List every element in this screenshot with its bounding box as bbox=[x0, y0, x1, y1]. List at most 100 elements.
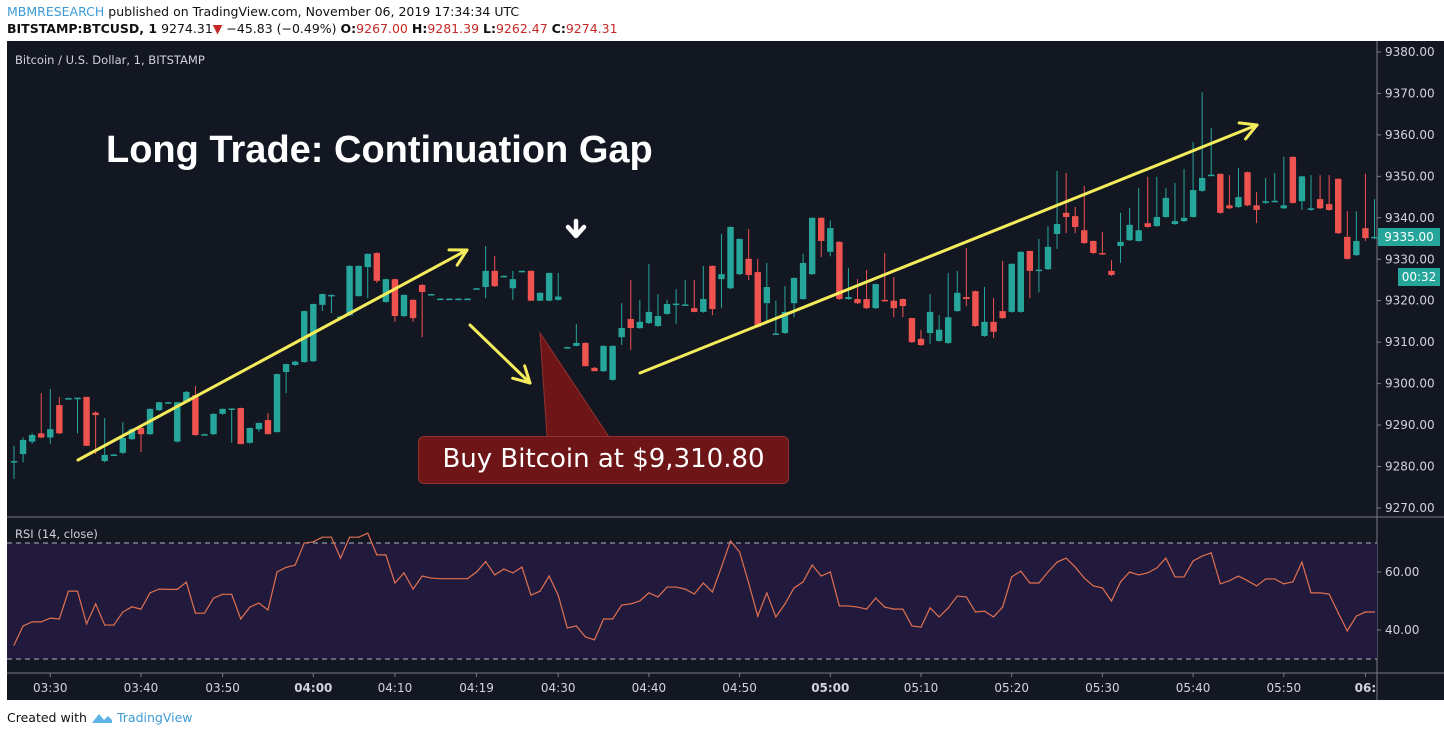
candle-body bbox=[926, 311, 934, 334]
tradingview-logo-icon bbox=[91, 714, 112, 723]
price-tick-label: 9270.00 bbox=[1385, 501, 1435, 515]
candle bbox=[1135, 187, 1142, 242]
candle-body bbox=[518, 270, 526, 273]
rsi-point bbox=[584, 636, 587, 638]
candle-body bbox=[672, 303, 680, 306]
rsi-point bbox=[203, 612, 206, 614]
candle-body bbox=[1198, 178, 1206, 191]
rsi-point bbox=[412, 588, 414, 590]
candle-body bbox=[545, 272, 553, 301]
rsi-point bbox=[1246, 580, 1249, 582]
candle-body bbox=[455, 298, 462, 301]
candle-body bbox=[137, 427, 145, 435]
candle bbox=[1035, 238, 1043, 293]
rsi-point bbox=[58, 618, 60, 620]
rsi-point bbox=[847, 605, 850, 607]
candle bbox=[428, 293, 435, 296]
rsi-point bbox=[802, 581, 804, 583]
candle-body bbox=[627, 318, 634, 329]
rsi-point bbox=[1038, 582, 1040, 584]
pullback-arrow-down bbox=[468, 323, 532, 385]
candle bbox=[945, 272, 952, 344]
trend-arrow-up-1-head bbox=[455, 248, 469, 267]
candle bbox=[672, 289, 680, 324]
candle-body bbox=[382, 279, 390, 302]
price-tick-label: 9380.00 bbox=[1385, 45, 1435, 59]
candle-body bbox=[799, 262, 807, 300]
rsi-point bbox=[539, 590, 541, 592]
price-tick-label: 9360.00 bbox=[1385, 128, 1435, 142]
rsi-point bbox=[339, 557, 342, 559]
rsi-point bbox=[149, 592, 151, 594]
rsi-point bbox=[784, 603, 786, 605]
candle bbox=[899, 298, 907, 318]
candle bbox=[1307, 175, 1315, 211]
candle bbox=[591, 367, 598, 372]
candle bbox=[455, 298, 462, 301]
tradingview-link[interactable]: TradingView bbox=[116, 710, 193, 725]
candle bbox=[400, 294, 408, 318]
candle bbox=[1217, 173, 1224, 214]
candle-body bbox=[1081, 230, 1088, 244]
candle bbox=[47, 388, 54, 444]
candle-body bbox=[818, 217, 825, 242]
rsi-point bbox=[494, 574, 496, 576]
rsi-point bbox=[720, 566, 723, 568]
candle-body bbox=[881, 299, 888, 302]
rsi-point bbox=[693, 593, 695, 595]
candle bbox=[1180, 168, 1188, 222]
candle bbox=[1262, 178, 1269, 204]
publisher-link[interactable]: MBMRESEARCH bbox=[7, 4, 105, 19]
candle bbox=[1053, 170, 1061, 249]
time-tick-label: 04:30 bbox=[541, 681, 576, 695]
candle bbox=[1108, 260, 1115, 276]
candle-body bbox=[718, 274, 725, 280]
rsi-point bbox=[394, 582, 396, 584]
candle-body bbox=[1344, 236, 1351, 259]
rsi-point bbox=[240, 618, 242, 620]
candle-body bbox=[373, 253, 380, 281]
candle-body bbox=[409, 299, 417, 319]
rsi-point bbox=[865, 608, 868, 610]
rsi-points bbox=[13, 532, 1376, 646]
candle bbox=[963, 248, 970, 307]
annotation-title: Long Trade: Continuation Gap bbox=[106, 129, 653, 171]
candle-body bbox=[1035, 269, 1043, 272]
candle bbox=[691, 279, 698, 313]
candle-body bbox=[954, 292, 961, 312]
rsi-point bbox=[965, 596, 967, 598]
candle bbox=[137, 427, 145, 452]
chart-svg[interactable]: 9270.00 9280.00 9290.00 9300.00 9310.00 9320.… bbox=[7, 41, 1444, 700]
candle-body bbox=[491, 270, 498, 287]
candle bbox=[727, 226, 734, 290]
rsi-point bbox=[1192, 560, 1194, 562]
close-value: 9274.31 bbox=[565, 21, 618, 36]
candle bbox=[1253, 192, 1260, 224]
rsi-point bbox=[748, 582, 750, 584]
candle-body bbox=[981, 321, 988, 336]
candle bbox=[28, 433, 36, 444]
candle-body bbox=[754, 272, 761, 327]
rsi-point bbox=[185, 581, 187, 583]
candle bbox=[863, 270, 870, 309]
time-tick-label: 05:00 bbox=[811, 681, 849, 695]
symbol: BITSTAMP:BTCUSD, 1 bbox=[7, 21, 158, 36]
rsi-point bbox=[303, 542, 305, 544]
rsi-point bbox=[448, 578, 450, 580]
rsi-point bbox=[1310, 592, 1312, 594]
rsi-point bbox=[122, 611, 124, 613]
candle bbox=[799, 253, 807, 300]
candle-body bbox=[781, 311, 789, 334]
candle-body bbox=[346, 265, 353, 316]
candle bbox=[282, 363, 290, 394]
candle-body bbox=[663, 304, 671, 314]
rsi-point bbox=[212, 597, 215, 599]
chart-panel[interactable]: 9270.00 9280.00 9290.00 9300.00 9310.00 9320.… bbox=[7, 41, 1444, 700]
candle-body bbox=[92, 412, 99, 416]
bar-countdown: 00:32 bbox=[1398, 268, 1440, 286]
candle-body bbox=[600, 345, 607, 372]
candle bbox=[582, 342, 589, 367]
candle bbox=[555, 272, 562, 301]
rsi-point bbox=[739, 551, 741, 553]
price-tick-label: 9310.00 bbox=[1385, 335, 1435, 349]
